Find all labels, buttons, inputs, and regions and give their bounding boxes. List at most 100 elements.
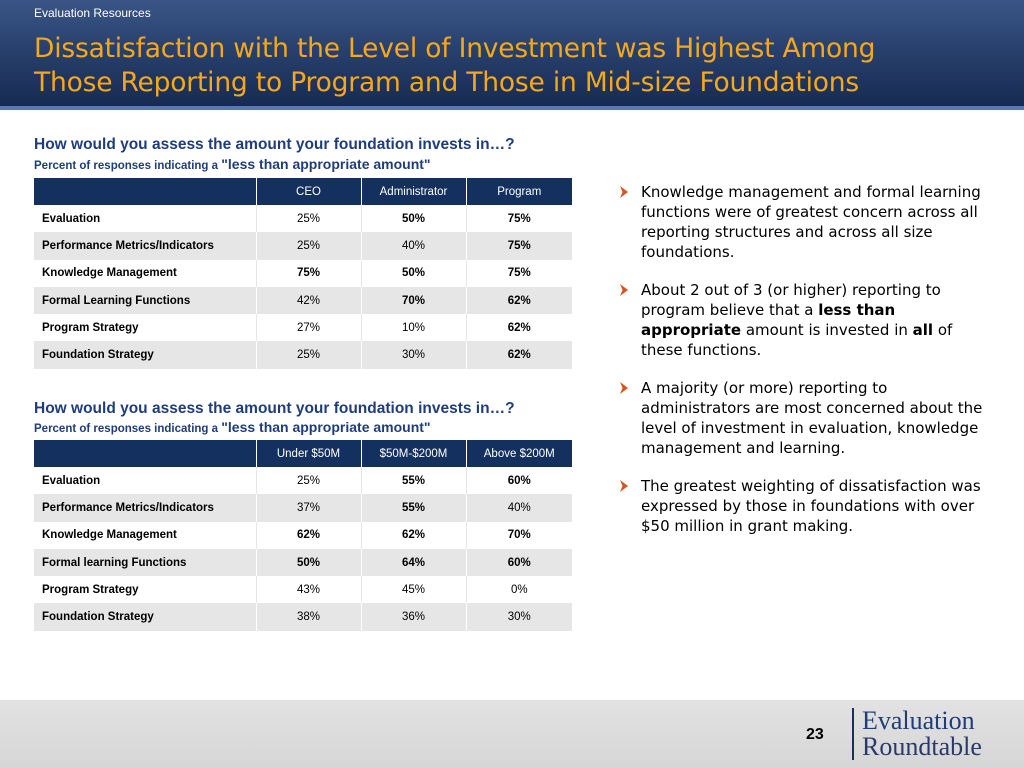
table-cell: 75% <box>465 259 572 287</box>
table-cell: 55% <box>360 467 466 495</box>
row-label: Program Strategy <box>34 576 256 604</box>
chevron-right-icon <box>618 284 630 296</box>
table-header-row: CEO Administrator Program <box>34 178 572 205</box>
table-cell: 30% <box>465 603 572 631</box>
table-row: Program Strategy 27% 10% 62% <box>34 314 572 342</box>
table-row: Program Strategy 43% 45% 0% <box>34 576 572 604</box>
title-line-2: Those Reporting to Program and Those in … <box>34 67 859 98</box>
table2-subtitle-prefix: Percent of responses indicating a <box>34 423 222 435</box>
table-cell: 50% <box>255 548 361 577</box>
finding-bullet: The greatest weighting of dissatisfactio… <box>618 476 990 536</box>
table-cell: 42% <box>255 286 361 315</box>
table-row: Evaluation 25% 50% 75% <box>34 205 572 233</box>
finding-text: of these functions. <box>641 321 953 359</box>
table-cell: 40% <box>360 232 466 260</box>
finding-emphasis: all <box>912 321 934 339</box>
reporting-structure-table: CEO Administrator Program Evaluation 25%… <box>34 178 572 369</box>
table2-question: How would you assess the amount your fou… <box>34 400 515 417</box>
chevron-right-icon <box>618 480 630 492</box>
logo-line-1: Evaluation <box>862 706 975 735</box>
column-header: CEO <box>255 178 361 205</box>
table-cell: 27% <box>255 314 361 342</box>
table-cell: 62% <box>360 521 466 549</box>
table-cell: 75% <box>465 205 572 233</box>
findings-list: Knowledge management and formal learning… <box>618 182 990 554</box>
table-cell: 70% <box>465 521 572 549</box>
table-row: Formal learning Functions 50% 64% 60% <box>34 548 572 577</box>
header-rule <box>0 106 1024 110</box>
table-row: Knowledge Management 62% 62% 70% <box>34 521 572 549</box>
table-row: Performance Metrics/Indicators 37% 55% 4… <box>34 494 572 522</box>
table-cell: 50% <box>360 205 466 233</box>
column-header <box>34 440 256 467</box>
table-cell: 50% <box>360 259 466 287</box>
finding-text: The greatest weighting of dissatisfactio… <box>641 477 981 535</box>
table1-subtitle-prefix: Percent of responses indicating a <box>34 160 222 172</box>
evaluation-roundtable-logo: Evaluation Roundtable <box>862 708 982 760</box>
finding-bullet: Knowledge management and formal learning… <box>618 182 990 262</box>
slide-title: Dissatisfaction with the Level of Invest… <box>34 32 994 100</box>
column-header: $50M-$200M <box>360 440 466 467</box>
slide-header <box>0 0 1024 110</box>
table-cell: 62% <box>465 341 572 369</box>
row-label: Performance Metrics/Indicators <box>34 232 256 260</box>
table-cell: 25% <box>255 467 361 495</box>
table-cell: 0% <box>465 576 572 604</box>
title-line-1: Dissatisfaction with the Level of Invest… <box>34 33 876 64</box>
table-cell: 25% <box>255 232 361 260</box>
row-label: Evaluation <box>34 205 256 233</box>
table-cell: 60% <box>465 467 572 495</box>
chevron-right-icon <box>618 186 630 198</box>
section-label: Evaluation Resources <box>34 6 151 20</box>
table2-subtitle-emphasis: "less than appropriate amount" <box>221 419 431 435</box>
row-label: Knowledge Management <box>34 259 256 287</box>
row-label: Knowledge Management <box>34 521 256 549</box>
table-row: Performance Metrics/Indicators 25% 40% 7… <box>34 232 572 260</box>
column-header: Under $50M <box>255 440 361 467</box>
finding-bullet: A majority (or more) reporting to admini… <box>618 378 990 458</box>
table-cell: 60% <box>465 548 572 577</box>
finding-emphasis: less than appropriate <box>641 301 896 339</box>
row-label: Foundation Strategy <box>34 603 256 631</box>
table-cell: 10% <box>360 314 466 342</box>
table-header-row: Under $50M $50M-$200M Above $200M <box>34 440 572 467</box>
row-label: Evaluation <box>34 467 256 495</box>
table-row: Knowledge Management 75% 50% 75% <box>34 259 572 287</box>
table-cell: 40% <box>465 494 572 522</box>
row-label: Formal learning Functions <box>34 548 256 577</box>
table1-subtitle-emphasis: "less than appropriate amount" <box>221 156 431 172</box>
table-row: Foundation Strategy 25% 30% 62% <box>34 341 572 369</box>
table-cell: 55% <box>360 494 466 522</box>
finding-text: Knowledge management and formal learning… <box>641 183 981 261</box>
table-cell: 62% <box>465 314 572 342</box>
table2-subtitle: Percent of responses indicating a "less … <box>34 419 431 435</box>
column-header: Above $200M <box>465 440 572 467</box>
row-label: Foundation Strategy <box>34 341 256 369</box>
foundation-size-table: Under $50M $50M-$200M Above $200M Evalua… <box>34 440 572 631</box>
table-row: Formal Learning Functions 42% 70% 62% <box>34 286 572 315</box>
table-cell: 64% <box>360 548 466 577</box>
chevron-right-icon <box>618 382 630 394</box>
table1-question: How would you assess the amount your fou… <box>34 136 515 153</box>
table-cell: 70% <box>360 286 466 315</box>
column-header: Program <box>465 178 572 205</box>
table-cell: 25% <box>255 205 361 233</box>
table-cell: 37% <box>255 494 361 522</box>
row-label: Formal Learning Functions <box>34 286 256 315</box>
table-cell: 62% <box>465 286 572 315</box>
page-number: 23 <box>806 726 824 743</box>
table-cell: 25% <box>255 341 361 369</box>
column-header: Administrator <box>360 178 466 205</box>
table-cell: 43% <box>255 576 361 604</box>
table-cell: 30% <box>360 341 466 369</box>
logo-divider <box>852 708 854 760</box>
table-cell: 38% <box>255 603 361 631</box>
table-cell: 75% <box>255 259 361 287</box>
finding-text: A majority (or more) reporting to admini… <box>641 379 983 457</box>
row-label: Program Strategy <box>34 314 256 342</box>
logo-line-2: Roundtable <box>862 732 982 761</box>
table1-subtitle: Percent of responses indicating a "less … <box>34 156 431 172</box>
finding-text: About 2 out of 3 (or higher) reporting t… <box>641 281 941 319</box>
table-cell: 45% <box>360 576 466 604</box>
table-cell: 36% <box>360 603 466 631</box>
